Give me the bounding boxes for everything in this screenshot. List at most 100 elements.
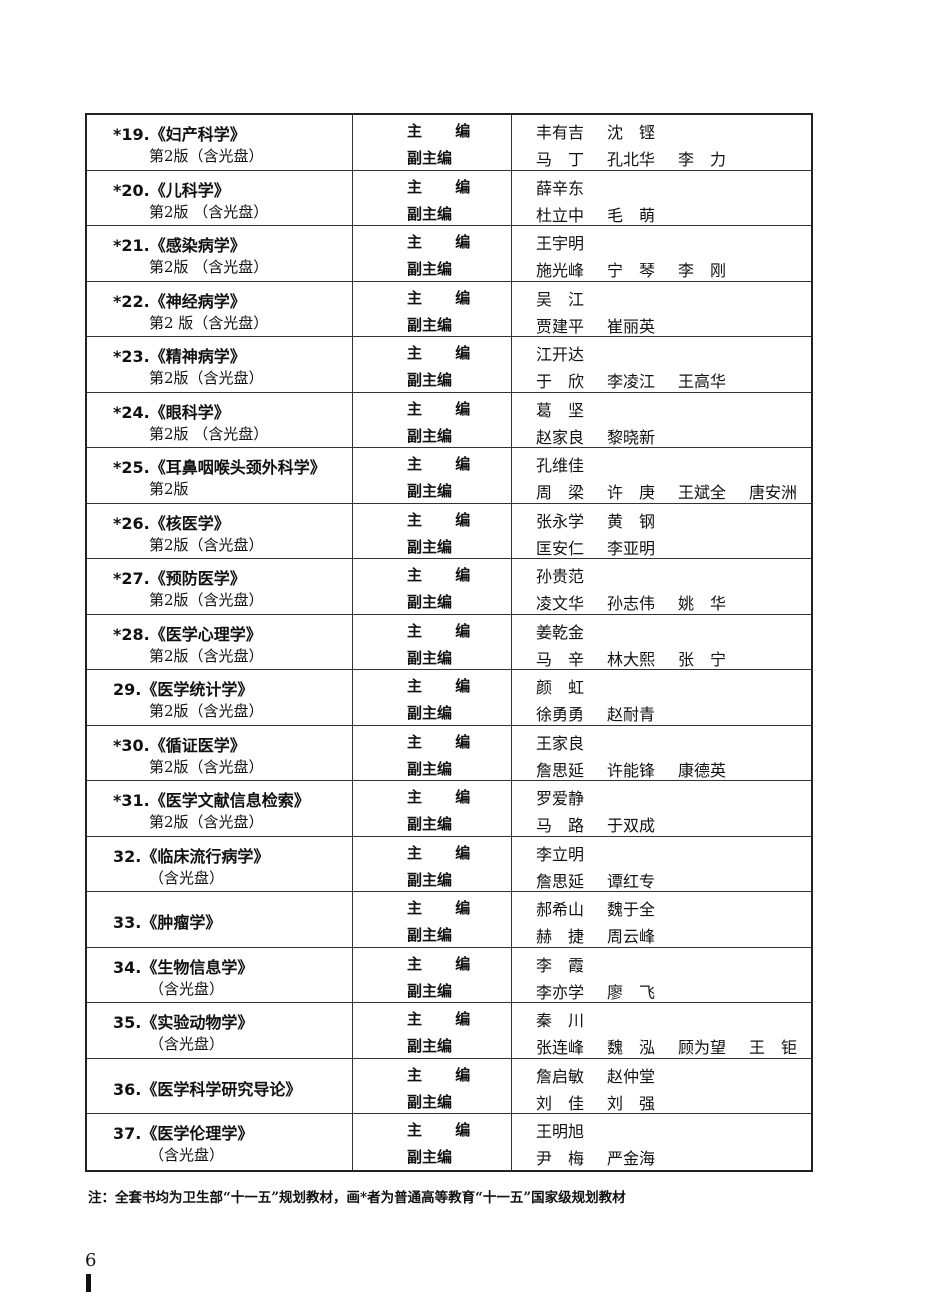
book-cell: *27.《预防医学》 第2版（含光盘）	[87, 559, 353, 614]
role-deputy-label: 副主编	[407, 1092, 453, 1111]
role-cell: 主 编 副主编	[353, 892, 512, 947]
book-cell: *20.《儿科学》 第2版 （含光盘）	[87, 170, 353, 225]
table-row: *23.《精神病学》 第2版（含光盘） 主 编 副主编 江开达于 欣 李凌江 王高华	[87, 337, 811, 393]
editor-name: 赫 捷	[536, 927, 585, 946]
book-title: *31.《医学文献信息检索》	[113, 791, 310, 810]
deputy-editors: 詹思延 谭红专	[536, 868, 678, 892]
table-row: 36.《医学科学研究导论》 主 编 副主编 詹启敏 赵仲堂刘 佳 刘 强	[87, 1058, 811, 1114]
editor-name: 吴 江	[536, 289, 585, 309]
role-deputy-label: 副主编	[407, 371, 453, 389]
role-chief-label: 主 编	[407, 566, 485, 584]
deputy-editors: 于 欣 李凌江 王高华	[536, 368, 749, 392]
role-cell: 主 编 副主编	[353, 559, 512, 614]
editor-name: 李立明	[536, 844, 585, 864]
deputy-editors: 贾建平 崔丽英	[536, 313, 678, 337]
chief-editors: 江开达	[536, 341, 607, 365]
role-chief-label: 主 编	[407, 1121, 485, 1139]
role-deputy-label: 副主编	[407, 926, 453, 944]
editors-cell: 王宇明 施光峰 宁 琴 李 刚	[512, 226, 811, 281]
editor-name: 姜乾金	[536, 622, 585, 642]
book-cell: 34.《生物信息学》 （含光盘）	[87, 947, 353, 1002]
book-cell: *25.《耳鼻咽喉头颈外科学》 第2版	[87, 448, 353, 503]
editors-cell: 秦 川张连峰 魏 泓 顾为望 王 钜	[512, 1003, 811, 1058]
editor-name: 孔北华	[607, 150, 656, 169]
deputy-editors: 马 路 于双成	[536, 812, 678, 836]
chief-editors: 葛 坚	[536, 397, 607, 421]
editor-name: 许 庚	[607, 483, 656, 502]
editors-cell: 孔维佳周 梁 许 庚 王斌全 唐安洲	[512, 448, 811, 503]
book-title: *21.《感染病学》	[113, 236, 246, 255]
book-title: 36.《医学科学研究导论》	[113, 1079, 302, 1099]
role-cell: 主 编 副主编	[353, 448, 512, 503]
table-row: *19.《妇产科学》 第2版（含光盘） 主 编 副主编 丰有吉 沈 铿马 丁 孔北华…	[87, 115, 811, 171]
editors-cell: 李立明詹思延 谭红专	[512, 837, 811, 892]
book-cell: 36.《医学科学研究导论》	[87, 1058, 353, 1113]
editors-cell: 詹启敏 赵仲堂刘 佳 刘 强	[512, 1059, 811, 1114]
editors-cell: 孙贵范 凌文华 孙志伟 姚 华	[512, 559, 811, 614]
role-cell: 主 编 副主编	[353, 226, 512, 281]
editor-name: 赵耐青	[607, 705, 656, 724]
editor-name: 詹启敏	[536, 1066, 585, 1086]
role-cell: 主 编 副主编	[353, 670, 512, 725]
book-title: *24.《眼科学》	[113, 402, 230, 422]
editor-name: 谭红专	[607, 871, 656, 891]
editor-name: 严金海	[607, 1149, 656, 1168]
role-deputy-label: 副主编	[407, 759, 453, 778]
editors-cell: 吴 江贾建平 崔丽英	[512, 282, 811, 337]
editor-name: 王宇明	[536, 234, 585, 253]
chief-editors: 颜 虹	[536, 674, 607, 698]
role-cell: 主 编 副主编	[353, 337, 512, 392]
editors-cell: 葛 坚赵家良 黎晓新	[512, 393, 811, 448]
deputy-editors: 马 丁 孔北华 李 力	[536, 146, 749, 170]
editors-cell: 江开达于 欣 李凌江 王高华	[512, 337, 811, 392]
book-cell: 33.《肿瘤学》	[87, 892, 353, 947]
role-cell: 主 编 副主编	[353, 170, 512, 225]
book-cell: 32.《临床流行病学》 （含光盘）	[87, 836, 353, 891]
editor-name: 王明旭	[536, 1122, 585, 1141]
book-cell: *22.《神经病学》 第2 版（含光盘）	[87, 281, 353, 336]
book-edition: 第2版	[149, 480, 189, 498]
role-deputy-label: 副主编	[407, 593, 453, 611]
editor-name: 许能锋	[607, 760, 656, 780]
role-deputy-label: 副主编	[407, 704, 453, 722]
book-title: *22.《神经病学》	[113, 291, 246, 311]
role-cell: 主 编 副主编	[353, 392, 512, 447]
editor-name: 廖 飞	[607, 982, 656, 1002]
table-row: *30.《循证医学》 第2版（含光盘） 主 编 副主编 王家良 詹思延 许能锋 康德英	[87, 725, 811, 781]
editor-name: 徐勇勇	[536, 705, 585, 724]
table-row: *21.《感染病学》 第2版 （含光盘） 主 编 副主编 王宇明 施光峰 宁 琴 李 …	[87, 226, 811, 282]
table-row: 37.《医学伦理学》 （含光盘） 主 编 副主编 王明旭尹 梅 严金海	[87, 1114, 811, 1170]
editors-cell: 罗爱静马 路 于双成	[512, 781, 811, 836]
book-title: 34.《生物信息学》	[113, 957, 254, 977]
role-chief-label: 主 编	[407, 122, 485, 140]
editor-name: 李凌江	[607, 372, 656, 391]
editor-name: 江开达	[536, 345, 585, 364]
chief-editors: 王家良	[536, 730, 607, 754]
table-row: *28.《医学心理学》 第2版（含光盘） 主 编 副主编 姜乾金马 辛 林大熙 张 …	[87, 614, 811, 670]
editors-cell: 李 霞李亦学 廖 飞	[512, 948, 811, 1003]
role-chief-label: 主 编	[407, 510, 485, 529]
chief-editors: 薛辛东	[536, 175, 607, 199]
role-deputy-label: 副主编	[407, 815, 453, 833]
role-cell: 主 编 副主编	[353, 1003, 512, 1058]
book-edition: 第2版（含光盘）	[149, 813, 264, 831]
chief-editors: 孙贵范	[536, 563, 607, 587]
footnote: 注：全套书均为卫生部“十一五”规划教材，画*者为普通高等教育“十一五”国家级规划…	[88, 1190, 626, 1206]
table-row: 32.《临床流行病学》 （含光盘） 主 编 副主编 李立明 詹思延 谭红专	[87, 836, 811, 892]
role-deputy-label: 副主编	[407, 149, 453, 167]
book-cell: 35.《实验动物学》 （含光盘）	[87, 1003, 353, 1058]
editor-name: 唐安洲	[749, 483, 798, 502]
table-row: *20.《儿科学》 第2版 （含光盘） 主 编 副主编 薛辛东 杜立中 毛 萌	[87, 170, 811, 226]
role-deputy-label: 副主编	[407, 260, 453, 278]
editor-name: 马 丁	[536, 150, 585, 169]
editor-name: 凌文华	[536, 594, 585, 613]
editors-cell: 王明旭尹 梅 严金海	[512, 1114, 811, 1170]
book-edition: 第2 版（含光盘）	[149, 313, 269, 332]
chief-editors: 詹启敏 赵仲堂	[536, 1063, 678, 1087]
deputy-editors: 徐勇勇 赵耐青	[536, 701, 678, 725]
book-cell: *24.《眼科学》 第2版 （含光盘）	[87, 392, 353, 447]
book-title: 35.《实验动物学》	[113, 1013, 254, 1032]
table-row: *25.《耳鼻咽喉头颈外科学》 第2版 主 编 副主编 孔维佳周 梁 许 庚 王斌全…	[87, 448, 811, 504]
book-title: *23.《精神病学》	[113, 347, 246, 366]
deputy-editors: 尹 梅 严金海	[536, 1145, 678, 1169]
